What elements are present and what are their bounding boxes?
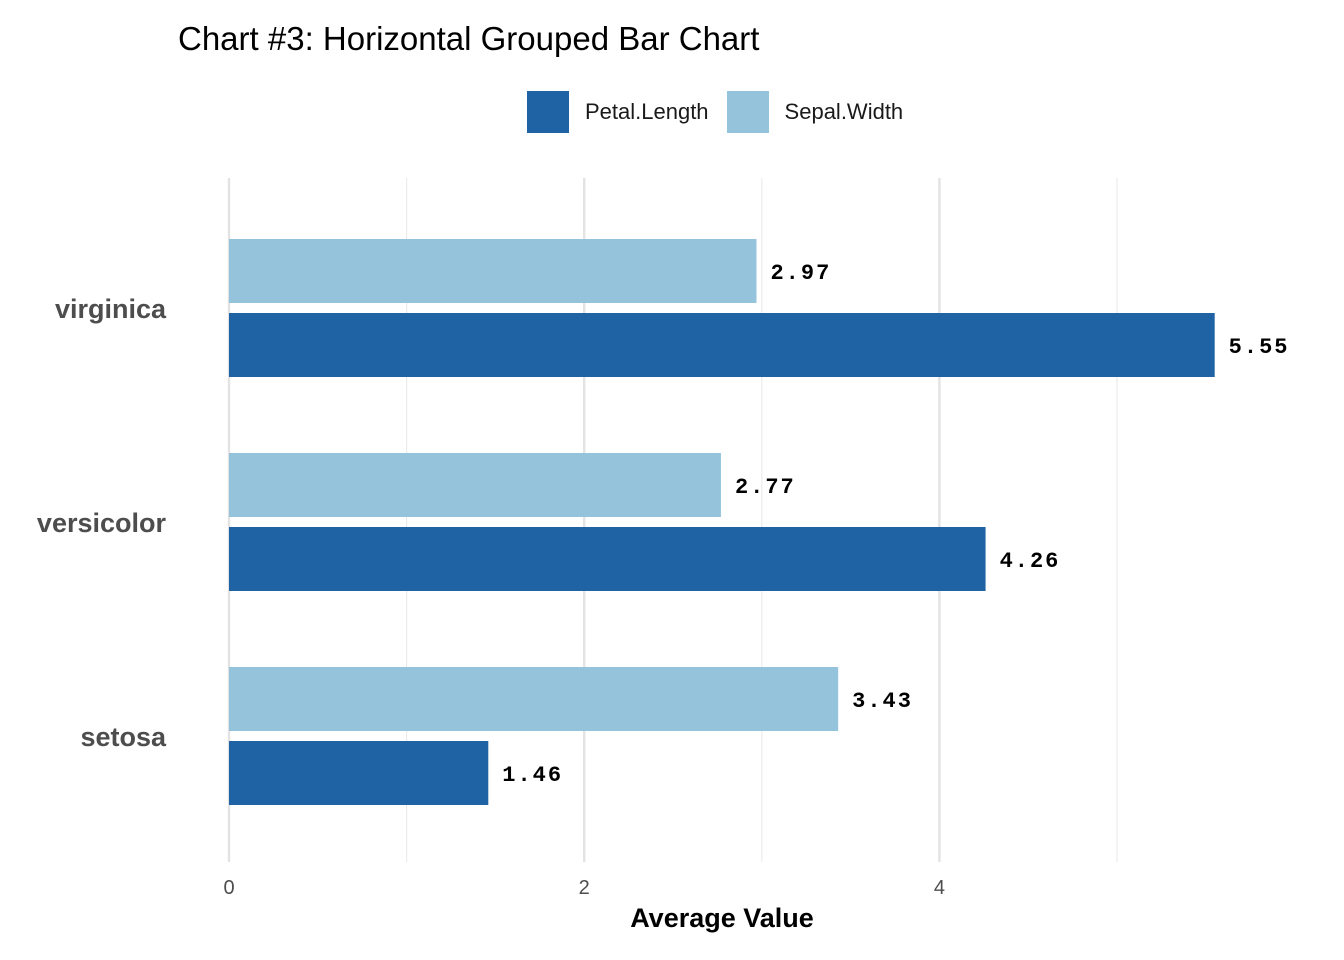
bar-petal-length-setosa (229, 741, 489, 805)
value-label: 2.77 (735, 475, 796, 500)
legend-label-petal-length: Petal.Length (585, 99, 709, 124)
bar-petal-length-virginica (229, 313, 1215, 377)
bar-petal-length-versicolor (229, 527, 986, 591)
x-tick-label: 0 (223, 877, 234, 899)
x-axis-title: Average Value (630, 903, 814, 933)
legend-item-sepal-width: Sepal.Width (726, 91, 904, 133)
legend: Petal.Length Sepal.Width (527, 91, 921, 133)
bar-sepal-width-setosa (229, 667, 839, 731)
category-label-versicolor: versicolor (37, 508, 167, 538)
legend-swatch-petal-length (527, 91, 569, 133)
legend-item-petal-length: Petal.Length (527, 91, 709, 133)
category-label-virginica: virginica (55, 294, 167, 324)
value-label: 5.55 (1229, 335, 1290, 360)
legend-label-sepal-width: Sepal.Width (784, 99, 904, 124)
category-label-setosa: setosa (80, 722, 167, 752)
x-tick-label: 4 (934, 877, 945, 899)
bar-sepal-width-versicolor (229, 453, 721, 517)
value-label: 3.43 (852, 689, 913, 714)
value-label: 2.97 (770, 261, 831, 286)
bar-sepal-width-virginica (229, 239, 757, 303)
value-label: 1.46 (502, 763, 563, 788)
chart-title: Chart #3: Horizontal Grouped Bar Chart (178, 20, 760, 57)
value-label: 4.26 (1000, 549, 1061, 574)
legend-swatch-sepal-width (726, 91, 769, 133)
x-tick-label: 2 (579, 877, 590, 899)
